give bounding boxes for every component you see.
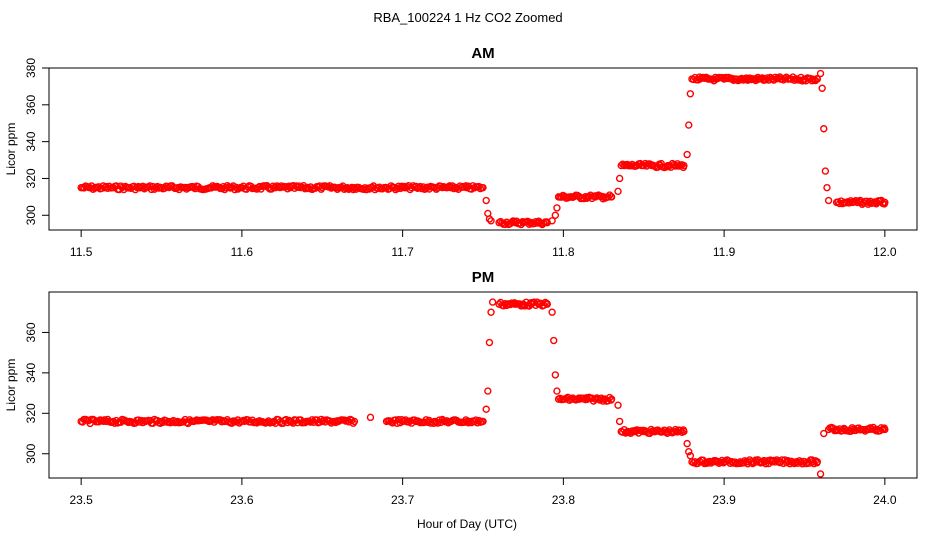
data-point-am	[551, 211, 560, 219]
data-point-dense-am	[134, 182, 143, 191]
x-tick-label-pm: 23.7	[391, 493, 415, 507]
data-point-am	[816, 69, 825, 78]
data-point-dense-pm	[847, 427, 855, 435]
data-point-am	[553, 204, 561, 212]
panel-title-pm: PM	[472, 269, 495, 286]
data-point-dense-am	[732, 75, 741, 83]
figure-title: RBA_100224 1 Hz CO2 Zoomed	[373, 10, 562, 25]
data-point-dense-pm	[521, 302, 529, 310]
data-point-am	[548, 217, 556, 225]
data-point-am	[813, 75, 822, 83]
y-tick-label-am: 300	[24, 205, 38, 225]
y-tick-label-am: 360	[24, 94, 38, 114]
y-tick-label-pm: 300	[24, 443, 38, 463]
data-point-pm	[543, 300, 551, 308]
data-point-am	[823, 183, 831, 192]
data-point-am	[818, 84, 826, 92]
data-point-dense-am	[450, 184, 458, 193]
plot-frame-pm	[48, 291, 918, 479]
data-point-pm	[479, 417, 487, 426]
data-point-am	[820, 125, 828, 133]
data-point-am	[615, 174, 624, 183]
data-point-dense-pm	[802, 459, 810, 468]
data-point-pm	[488, 298, 497, 306]
x-tick-label-am: 11.6	[231, 245, 254, 259]
x-tick-label-pm: 24.0	[873, 493, 897, 507]
data-point-am	[683, 150, 691, 159]
data-point-pm	[487, 308, 495, 316]
data-point-am	[881, 198, 889, 207]
data-point-pm	[485, 338, 494, 347]
y-tick-label-am: 380	[24, 58, 38, 78]
y-axis-label-am: Licor ppm	[4, 123, 18, 176]
plot-frame-am	[48, 67, 918, 231]
x-tick-label-am: 11.5	[70, 245, 93, 259]
data-point-am	[821, 167, 830, 175]
data-point-dense-pm	[676, 426, 685, 435]
data-point-pm	[482, 405, 490, 413]
x-tick-label-pm: 23.6	[230, 493, 254, 507]
data-point-pm	[548, 308, 556, 316]
data-point-pm	[550, 336, 558, 345]
data-point-dense-pm	[868, 425, 876, 433]
y-tick-label-am: 320	[24, 168, 38, 188]
data-point-pm	[484, 387, 492, 395]
data-point-am	[614, 187, 622, 196]
data-point-dense-pm	[533, 298, 541, 306]
y-tick-label-pm: 360	[24, 322, 38, 342]
y-tick-label-am: 340	[24, 131, 38, 151]
data-point-pm	[366, 413, 375, 422]
data-point-dense-pm	[860, 426, 868, 434]
x-tick-label-pm: 23.9	[712, 493, 736, 507]
data-point-dense-am	[277, 182, 286, 190]
data-point-am	[686, 90, 695, 98]
data-point-am	[485, 215, 494, 223]
x-tick-label-pm: 23.5	[69, 493, 93, 507]
data-point-pm	[614, 401, 622, 409]
data-point-pm	[816, 470, 825, 478]
data-point-am	[824, 196, 833, 205]
y-tick-label-pm: 320	[24, 403, 38, 423]
data-point-dense-am	[619, 160, 627, 168]
data-point-dense-am	[604, 193, 612, 201]
data-point-dense-pm	[747, 458, 755, 466]
panel-title-am: AM	[471, 45, 494, 62]
x-axis-label: Hour of Day (UTC)	[417, 517, 517, 531]
data-point-pm	[553, 387, 561, 395]
data-point-pm	[881, 425, 889, 434]
data-point-dense-pm	[877, 424, 885, 432]
y-axis-label-pm: Licor ppm	[4, 359, 18, 412]
data-point-dense-am	[811, 76, 820, 85]
data-point-dense-pm	[716, 458, 725, 466]
data-point-pm	[683, 439, 691, 448]
data-point-pm	[680, 427, 688, 436]
data-point-am	[680, 161, 688, 170]
data-point-dense-am	[605, 191, 614, 199]
data-point-pm	[813, 458, 822, 466]
data-point-pm	[607, 395, 616, 403]
data-point-pm	[551, 371, 560, 379]
data-point-am	[487, 217, 495, 225]
data-point-pm	[615, 417, 624, 426]
x-tick-label-pm: 23.8	[552, 493, 576, 507]
data-point-am	[685, 121, 693, 129]
data-point-pm	[820, 429, 828, 438]
data-point-dense-pm	[659, 427, 667, 436]
x-tick-label-am: 11.8	[552, 245, 575, 259]
data-point-dense-pm	[770, 456, 778, 465]
data-point-am	[482, 196, 490, 205]
x-tick-label-am: 12.0	[873, 245, 897, 259]
data-point-pm	[350, 417, 359, 426]
data-point-pm	[685, 448, 693, 456]
data-point-dense-am	[400, 182, 408, 191]
x-tick-label-am: 11.7	[391, 245, 414, 259]
data-point-dense-pm	[100, 416, 109, 424]
x-tick-label-am: 11.9	[713, 245, 736, 259]
data-point-am	[479, 183, 487, 192]
y-tick-label-pm: 340	[24, 363, 38, 383]
data-point-am	[607, 193, 616, 201]
